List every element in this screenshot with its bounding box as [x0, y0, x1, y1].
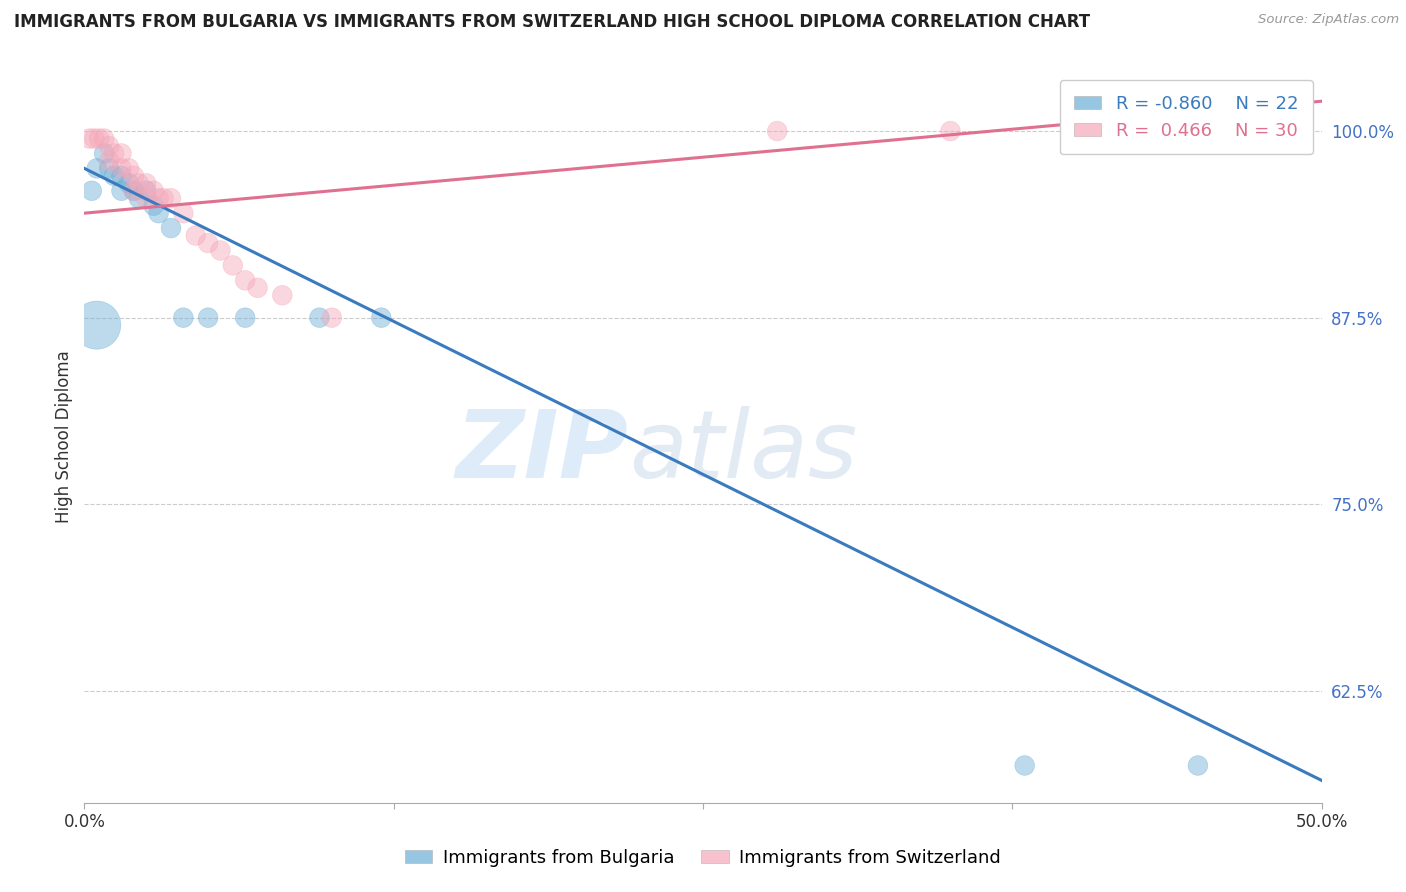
Point [271, 288, 294, 302]
Point [209, 244, 232, 258]
Point [98, 153, 121, 168]
Point [233, 273, 256, 287]
Y-axis label: High School Diploma: High School Diploma [55, 351, 73, 524]
Point [321, 310, 343, 325]
Point [98, 139, 121, 153]
Point [172, 310, 194, 325]
Point [142, 199, 165, 213]
Point [148, 206, 170, 220]
Point [152, 191, 174, 205]
Legend: Immigrants from Bulgaria, Immigrants from Switzerland: Immigrants from Bulgaria, Immigrants fro… [398, 842, 1008, 874]
Point [246, 281, 269, 295]
Text: Source: ZipAtlas.com: Source: ZipAtlas.com [1258, 13, 1399, 27]
Point [160, 221, 183, 235]
Point [110, 146, 132, 161]
Point [135, 184, 157, 198]
Point [86, 318, 108, 332]
Point [148, 191, 170, 205]
Text: ZIP: ZIP [456, 406, 628, 498]
Point [939, 124, 962, 138]
Point [233, 310, 256, 325]
Point [135, 177, 157, 191]
Point [370, 310, 392, 325]
Point [79, 131, 101, 145]
Point [83, 131, 105, 145]
Point [122, 184, 145, 198]
Point [98, 161, 121, 176]
Point [110, 161, 132, 176]
Text: IMMIGRANTS FROM BULGARIA VS IMMIGRANTS FROM SWITZERLAND HIGH SCHOOL DIPLOMA CORR: IMMIGRANTS FROM BULGARIA VS IMMIGRANTS F… [14, 13, 1090, 31]
Point [160, 191, 183, 205]
Point [766, 124, 789, 138]
Point [122, 184, 145, 198]
Point [110, 184, 132, 198]
Text: atlas: atlas [628, 406, 858, 497]
Point [135, 191, 157, 205]
Point [118, 161, 141, 176]
Legend: R = -0.860    N = 22, R =  0.466    N = 30: R = -0.860 N = 22, R = 0.466 N = 30 [1060, 80, 1313, 154]
Point [197, 310, 219, 325]
Point [128, 177, 150, 191]
Point [308, 310, 330, 325]
Point [93, 146, 115, 161]
Point [80, 184, 103, 198]
Point [1187, 758, 1209, 772]
Point [110, 169, 132, 183]
Point [122, 169, 145, 183]
Point [142, 184, 165, 198]
Point [89, 131, 111, 145]
Point [1014, 758, 1036, 772]
Point [118, 177, 141, 191]
Point [222, 259, 245, 273]
Point [86, 161, 108, 176]
Point [184, 228, 207, 243]
Point [93, 131, 115, 145]
Point [197, 235, 219, 250]
Point [103, 146, 125, 161]
Point [172, 206, 194, 220]
Point [128, 191, 150, 205]
Point [103, 169, 125, 183]
